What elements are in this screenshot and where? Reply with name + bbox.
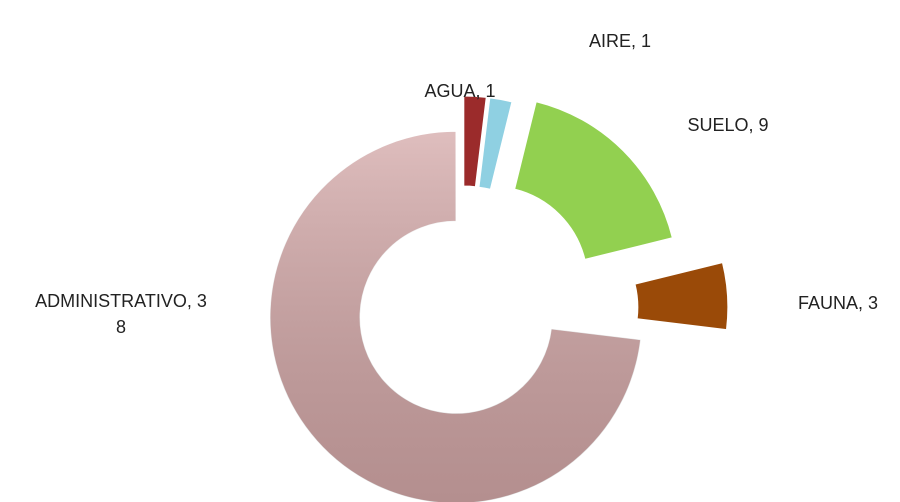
- donut-slice: [514, 101, 673, 260]
- data-label: AGUA, 1: [424, 81, 496, 101]
- donut-slice: [478, 97, 513, 190]
- data-label: ADMINISTRATIVO, 38: [35, 291, 207, 337]
- donut-slice: [634, 262, 729, 331]
- data-label: SUELO, 9: [687, 115, 769, 135]
- donut-slice: [463, 95, 487, 188]
- slice-shading: [270, 131, 641, 502]
- data-label: AIRE, 1: [588, 31, 652, 51]
- data-label: FAUNA, 3: [797, 293, 879, 313]
